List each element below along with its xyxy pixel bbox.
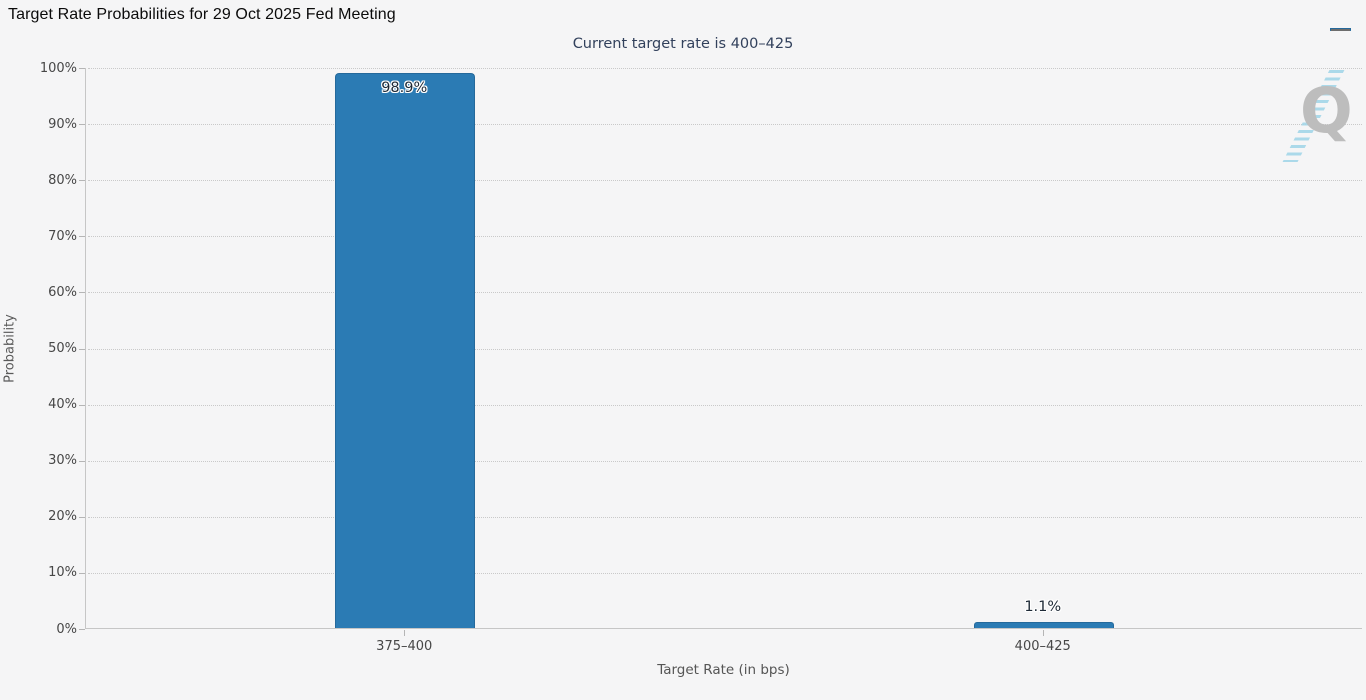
chart-subtitle: Current target rate is 400–425 [572, 36, 794, 52]
gridline-90% [88, 124, 1362, 126]
y-axis-title: Probability [2, 314, 18, 383]
plot-area [85, 68, 1362, 629]
gridline-60% [88, 292, 1362, 294]
y-tick-mark [79, 124, 85, 126]
y-tick-label: 0% [56, 621, 77, 637]
y-tick-mark [79, 292, 85, 294]
x-tick-label: 400–425 [1014, 639, 1071, 654]
gridline-40% [88, 404, 1362, 406]
x-tick-mark [404, 630, 406, 636]
y-tick-label: 20% [48, 509, 77, 525]
x-tick-mark [1042, 630, 1044, 636]
gridline-100% [88, 68, 1362, 69]
y-tick-label: 50% [48, 341, 77, 356]
bar-value-label: 98.9% [381, 80, 428, 97]
page-title: Target Rate Probabilities for 29 Oct 202… [8, 6, 396, 23]
y-tick-label: 10% [48, 565, 77, 581]
y-tick-mark [79, 516, 85, 518]
y-tick-label: 90% [48, 116, 77, 132]
x-axis-title: Target Rate (in bps) [657, 662, 790, 678]
y-tick-label: 70% [48, 228, 77, 244]
y-tick-mark [79, 68, 85, 69]
probability-bar-400–425[interactable] [973, 621, 1114, 628]
gridline-10% [88, 572, 1362, 574]
probability-bar-375–400[interactable] [335, 73, 476, 628]
gridline-70% [88, 236, 1362, 238]
y-tick-mark [79, 348, 85, 350]
hamburger-icon [1330, 27, 1351, 31]
y-tick-mark [79, 572, 85, 574]
chart-menu-button[interactable] [1328, 9, 1354, 31]
y-tick-mark [79, 629, 85, 630]
y-tick-mark [79, 404, 85, 406]
gridline-20% [88, 516, 1362, 518]
gridline-80% [88, 180, 1362, 182]
y-tick-mark [79, 236, 85, 238]
y-tick-label: 60% [48, 284, 77, 300]
gridline-50% [88, 348, 1362, 350]
y-tick-label: 40% [48, 397, 77, 413]
gridline-30% [88, 460, 1362, 462]
y-tick-mark [79, 180, 85, 182]
y-tick-label: 80% [48, 172, 77, 188]
y-tick-mark [79, 460, 85, 462]
y-tick-label: 100% [39, 60, 77, 76]
bar-value-label: 1.1% [1024, 598, 1062, 615]
x-tick-label: 375–400 [376, 639, 433, 654]
y-tick-label: 30% [48, 453, 77, 469]
